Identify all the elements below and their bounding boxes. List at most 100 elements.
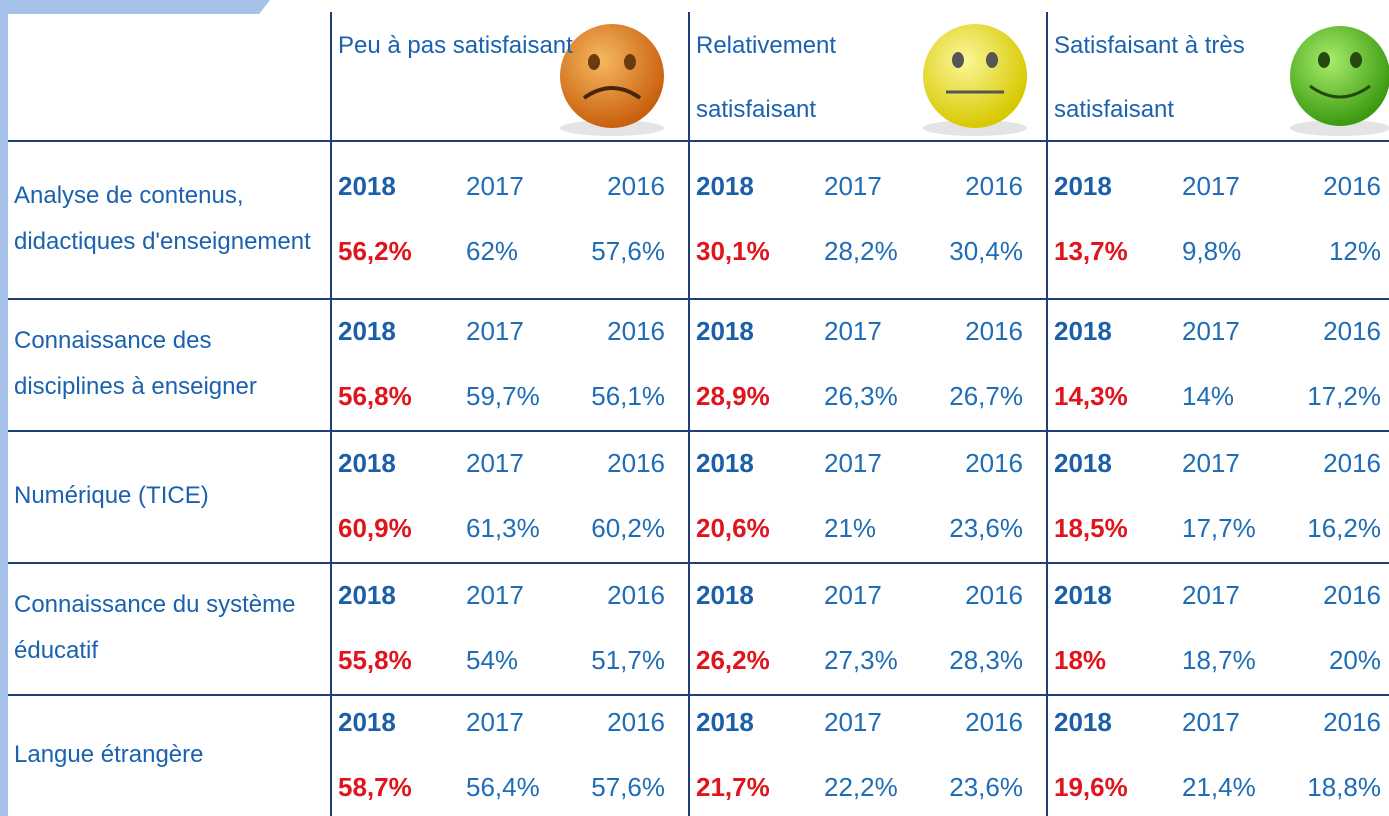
row-line [8, 298, 1389, 300]
year-label: 2017 [466, 580, 524, 610]
cell-value: 14,3% [1054, 381, 1128, 411]
cell-value: 9,8% [1182, 236, 1242, 266]
cell-value: 56,2% [338, 236, 412, 266]
row-label: Langue étrangère [14, 741, 204, 768]
year-label: 2016 [1323, 707, 1381, 737]
cell-value: 26,3% [824, 381, 898, 411]
cell-value: 18% [1054, 645, 1107, 675]
cell-value: 60,9% [338, 513, 412, 543]
year-label: 2018 [1054, 171, 1112, 201]
row-line [8, 562, 1389, 564]
cell-value: 56,4% [466, 772, 540, 802]
sad-face [560, 24, 664, 136]
cell-value: 51,7% [591, 645, 665, 675]
cell-value: 28,9% [696, 381, 770, 411]
cell-value: 26,7% [949, 381, 1023, 411]
year-label: 2016 [1323, 580, 1381, 610]
year-label: 2016 [607, 448, 665, 478]
cell-value: 30,1% [696, 236, 770, 266]
cell-value: 23,6% [949, 772, 1023, 802]
column-line [688, 12, 690, 816]
cell-value: 62% [466, 236, 519, 266]
cell-value: 16,2% [1307, 513, 1381, 543]
year-label: 2017 [466, 707, 524, 737]
year-label: 2018 [338, 707, 396, 737]
cell-value: 59,7% [466, 381, 540, 411]
cell-value: 57,6% [591, 236, 665, 266]
year-label: 2016 [965, 580, 1023, 610]
year-label: 2017 [1182, 316, 1240, 346]
year-label: 2016 [1323, 171, 1381, 201]
cell-value: 21,7% [696, 772, 770, 802]
cell-value: 28,2% [824, 236, 898, 266]
happy-face [1290, 26, 1389, 136]
year-label: 2018 [696, 448, 754, 478]
year-label: 2017 [824, 316, 882, 346]
cell-value: 18,5% [1054, 513, 1128, 543]
cell-value: 30,4% [949, 236, 1023, 266]
year-label: 2016 [607, 316, 665, 346]
year-label: 2016 [1323, 316, 1381, 346]
year-label: 2018 [696, 171, 754, 201]
year-label: 2017 [824, 580, 882, 610]
column-line [1046, 12, 1048, 816]
top-tab [0, 0, 270, 14]
cell-value: 23,6% [949, 513, 1023, 543]
row-line [8, 140, 1389, 142]
cell-value: 55,8% [338, 645, 412, 675]
year-label: 2018 [1054, 580, 1112, 610]
cell-value: 54% [466, 645, 519, 675]
year-label: 2017 [1182, 171, 1240, 201]
cell-value: 60,2% [591, 513, 665, 543]
cell-value: 21% [824, 513, 877, 543]
year-label: 2017 [466, 316, 524, 346]
year-label: 2018 [1054, 448, 1112, 478]
year-label: 2017 [1182, 448, 1240, 478]
group-header: Satisfaisant à très satisfaisant [1054, 32, 1245, 123]
year-label: 2018 [338, 171, 396, 201]
row-label: Connaissance des disciplines à enseigner [14, 327, 257, 400]
year-label: 2016 [965, 707, 1023, 737]
year-label: 2018 [338, 316, 396, 346]
cell-value: 12% [1328, 236, 1381, 266]
year-label: 2017 [466, 448, 524, 478]
year-label: 2018 [696, 580, 754, 610]
cell-value: 22,2% [824, 772, 898, 802]
year-label: 2018 [696, 707, 754, 737]
cell-value: 20,6% [696, 513, 770, 543]
cell-value: 18,8% [1307, 772, 1381, 802]
column-line [330, 12, 332, 816]
faces [560, 24, 1389, 136]
cell-value: 27,3% [824, 645, 898, 675]
cell-value: 28,3% [949, 645, 1023, 675]
year-label: 2017 [824, 171, 882, 201]
cell-value: 61,3% [466, 513, 540, 543]
year-label: 2016 [607, 707, 665, 737]
row-line [8, 694, 1389, 696]
group-header: Peu à pas satisfaisant [338, 32, 573, 59]
cell-value: 57,6% [591, 772, 665, 802]
year-label: 2018 [1054, 707, 1112, 737]
year-label: 2017 [1182, 580, 1240, 610]
year-label: 2016 [1323, 448, 1381, 478]
year-label: 2018 [1054, 316, 1112, 346]
cell-value: 20% [1328, 645, 1381, 675]
year-label: 2016 [607, 171, 665, 201]
cell-value: 14% [1182, 381, 1235, 411]
year-label: 2017 [824, 707, 882, 737]
cell-value: 56,8% [338, 381, 412, 411]
year-label: 2018 [338, 448, 396, 478]
cell-value: 17,7% [1182, 513, 1256, 543]
row-label: Connaissance du système éducatif [14, 591, 296, 664]
year-label: 2016 [965, 316, 1023, 346]
cell-value: 17,2% [1307, 381, 1381, 411]
cell-value: 21,4% [1182, 772, 1256, 802]
cell-value: 19,6% [1054, 772, 1128, 802]
cell-value: 13,7% [1054, 236, 1128, 266]
year-label: 2018 [696, 316, 754, 346]
group-header: Relativement satisfaisant [696, 32, 837, 123]
year-label: 2018 [338, 580, 396, 610]
cell-value: 56,1% [591, 381, 665, 411]
year-label: 2017 [466, 171, 524, 201]
